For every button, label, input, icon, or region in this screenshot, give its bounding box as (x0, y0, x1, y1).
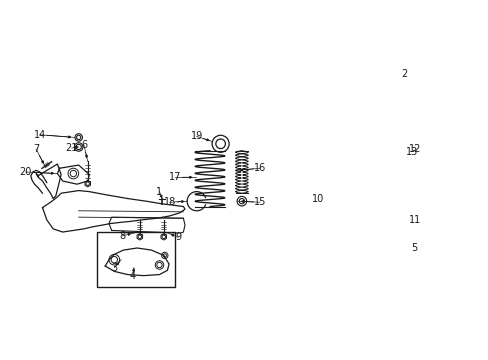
Text: 16: 16 (254, 163, 266, 173)
Text: 5: 5 (411, 243, 417, 253)
Text: 2: 2 (400, 69, 407, 78)
Text: 6: 6 (81, 140, 87, 150)
Text: 18: 18 (163, 197, 176, 207)
Text: 11: 11 (407, 215, 420, 225)
Text: 4: 4 (130, 271, 136, 281)
Text: 8: 8 (119, 231, 125, 241)
Text: 13: 13 (405, 147, 417, 157)
Bar (97, 231, 175, 287)
Text: 21: 21 (65, 143, 78, 153)
Text: 17: 17 (169, 172, 181, 182)
Text: 7: 7 (33, 144, 39, 154)
Text: 15: 15 (254, 197, 266, 207)
Text: 9: 9 (175, 232, 181, 242)
Text: 1: 1 (156, 186, 162, 197)
Text: 20: 20 (20, 167, 32, 177)
Text: 3: 3 (111, 263, 117, 273)
Text: 14: 14 (34, 130, 46, 140)
Text: 19: 19 (190, 131, 203, 141)
Text: 10: 10 (311, 194, 324, 203)
Text: 12: 12 (407, 144, 420, 154)
